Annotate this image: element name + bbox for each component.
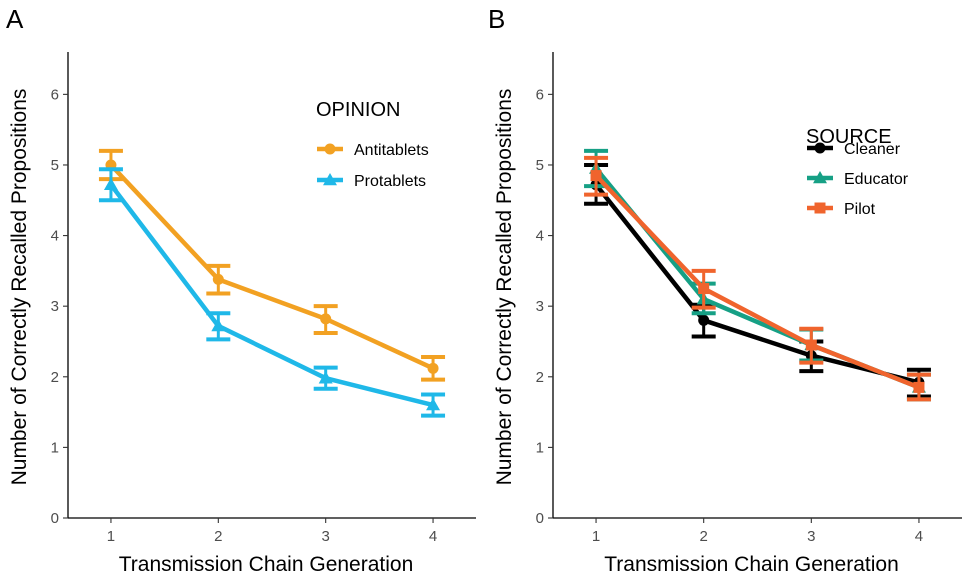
x-axis-title: Transmission Chain Generation <box>604 553 899 575</box>
data-point <box>698 283 710 295</box>
data-point <box>426 398 441 411</box>
legend-label: Pilot <box>844 201 876 218</box>
series-cleaner <box>584 162 931 399</box>
legend: OPINION Antitablets Protablets <box>316 99 429 190</box>
series-educator <box>584 148 931 402</box>
panel-label: A <box>6 4 24 34</box>
x-tick-label: 1 <box>592 528 600 545</box>
y-tick-label: 2 <box>536 369 544 386</box>
legend-marker <box>813 171 827 184</box>
y-tick-label: 4 <box>51 228 59 245</box>
legend-title: OPINION <box>316 99 400 121</box>
y-tick-label: 1 <box>51 439 59 456</box>
panel-b: B 0 1 2 3 4 5 6 1 2 3 4 Transmission Chain Generatio… <box>488 4 962 575</box>
data-point <box>805 339 817 351</box>
y-tick-label: 4 <box>536 228 544 245</box>
data-point <box>590 170 602 182</box>
series-pilot <box>584 155 931 402</box>
y-tick-label: 1 <box>536 439 544 456</box>
data-point <box>103 177 118 190</box>
legend-marker <box>814 142 826 154</box>
data-point <box>427 362 439 374</box>
legend-marker <box>324 143 336 155</box>
x-tick-label: 2 <box>700 528 708 545</box>
panel-a: A 0 1 2 3 4 5 6 1 2 3 4 Transmission Chain Generatio… <box>6 4 476 575</box>
x-tick-label: 4 <box>915 528 923 545</box>
legend-title: SOURCE <box>806 126 892 148</box>
series-protablets <box>98 167 446 418</box>
y-tick-label: 3 <box>536 298 544 315</box>
legend-label: Educator <box>844 171 909 188</box>
y-tick-label: 5 <box>536 157 544 174</box>
legend-label: Cleaner <box>844 141 901 158</box>
series-line <box>594 174 920 390</box>
x-tick-label: 4 <box>429 528 437 545</box>
series-line <box>109 183 434 408</box>
legend-label: Protablets <box>354 173 426 190</box>
data-point <box>320 313 332 325</box>
data-point <box>318 371 333 384</box>
data-point <box>913 381 925 393</box>
x-tick-label: 1 <box>107 528 115 545</box>
x-tick-label: 2 <box>214 528 222 545</box>
legend-marker <box>814 202 826 214</box>
series-line <box>594 183 920 385</box>
legend-marker <box>323 173 337 186</box>
legend-label: Antitablets <box>354 142 429 159</box>
y-tick-label: 3 <box>51 298 59 315</box>
series-antitablets <box>98 148 446 382</box>
data-point <box>698 314 710 326</box>
y-axis-title: Number of Correctly Recalled Proposition… <box>493 89 516 486</box>
y-tick-label: 5 <box>51 157 59 174</box>
data-point <box>211 318 226 332</box>
series-line <box>109 163 434 371</box>
x-tick-label: 3 <box>807 528 815 545</box>
y-tick-label: 2 <box>51 369 59 386</box>
y-tick-label: 0 <box>51 510 59 527</box>
x-axis-title: Transmission Chain Generation <box>119 553 414 575</box>
y-axis-title: Number of Correctly Recalled Proposition… <box>8 89 31 486</box>
panel-label: B <box>488 4 505 34</box>
y-tick-label: 6 <box>51 86 59 103</box>
data-point <box>212 273 224 285</box>
y-tick-label: 0 <box>536 510 544 527</box>
y-tick-label: 6 <box>536 86 544 103</box>
x-tick-label: 3 <box>322 528 330 545</box>
